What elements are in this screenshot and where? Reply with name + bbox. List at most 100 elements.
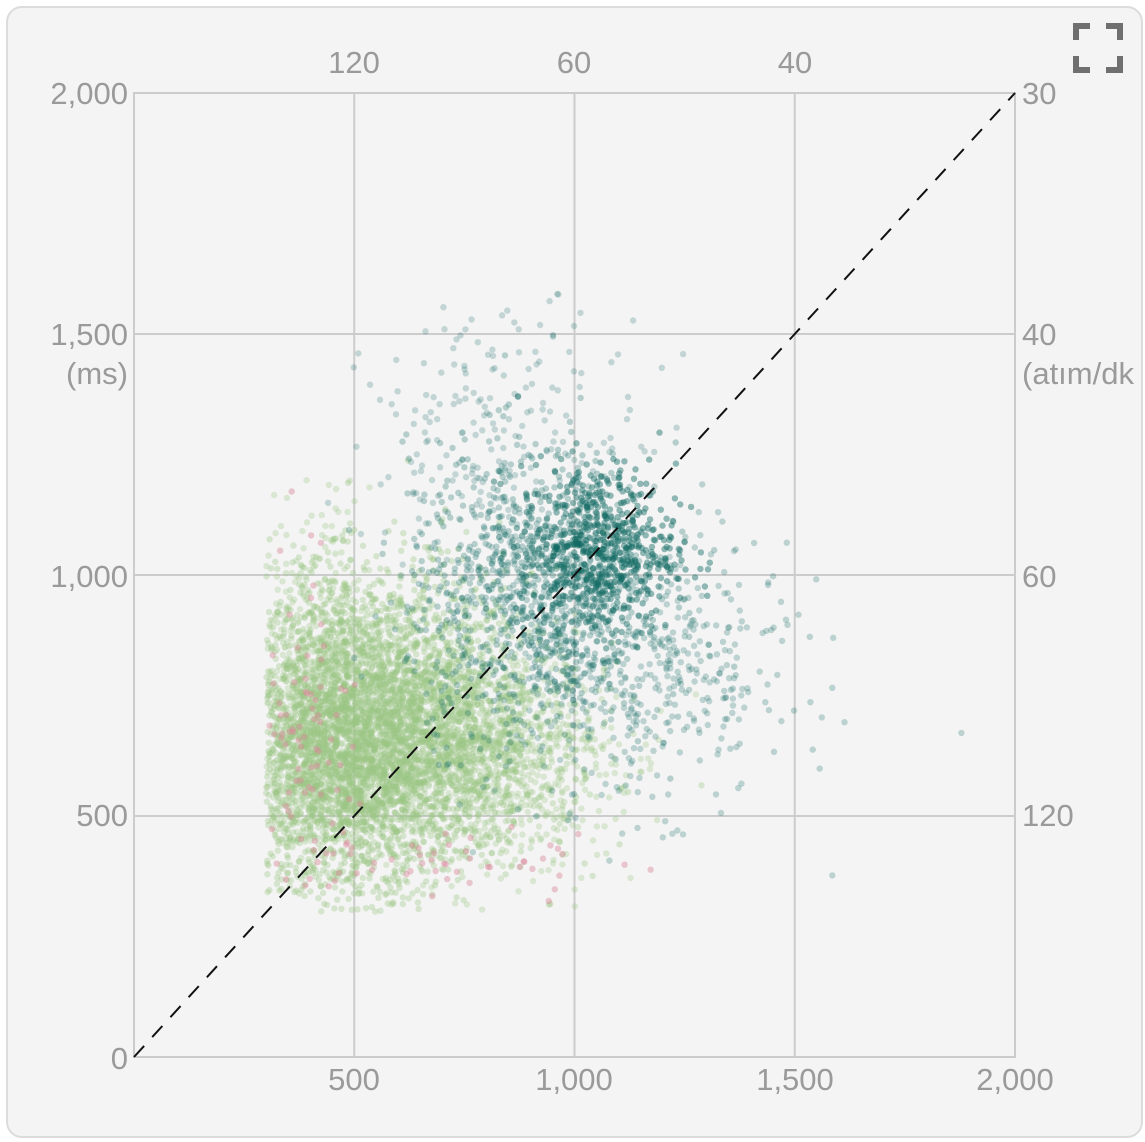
data-point bbox=[320, 815, 327, 823]
data-point bbox=[310, 676, 318, 683]
data-point bbox=[471, 724, 478, 732]
data-point bbox=[367, 771, 374, 778]
data-point bbox=[412, 716, 419, 723]
data-point bbox=[462, 681, 469, 688]
data-point bbox=[444, 738, 451, 745]
data-point bbox=[348, 707, 355, 714]
data-point bbox=[316, 748, 323, 756]
data-point bbox=[462, 826, 469, 833]
data-point bbox=[337, 560, 344, 567]
data-point bbox=[416, 739, 424, 746]
data-point bbox=[391, 712, 398, 719]
data-point bbox=[405, 722, 413, 730]
data-point bbox=[552, 683, 560, 691]
data-point bbox=[399, 601, 406, 608]
data-point bbox=[380, 686, 387, 693]
data-point bbox=[446, 695, 453, 702]
data-point bbox=[311, 722, 318, 730]
data-point bbox=[473, 732, 481, 740]
data-point bbox=[512, 746, 519, 753]
data-point bbox=[486, 608, 494, 615]
data-point bbox=[518, 821, 525, 828]
data-point bbox=[484, 818, 492, 826]
data-point bbox=[431, 827, 438, 835]
data-point bbox=[388, 642, 395, 649]
data-point bbox=[484, 674, 492, 681]
data-point bbox=[353, 586, 361, 593]
data-point bbox=[314, 817, 321, 824]
data-point bbox=[444, 835, 451, 843]
data-point bbox=[354, 746, 362, 753]
data-point bbox=[413, 717, 421, 724]
data-point bbox=[398, 721, 405, 728]
data-point bbox=[573, 629, 581, 636]
data-point bbox=[356, 743, 363, 750]
data-point bbox=[340, 679, 348, 686]
data-point bbox=[349, 717, 356, 724]
data-point bbox=[437, 719, 445, 726]
data-point bbox=[359, 680, 366, 687]
data-point bbox=[341, 637, 349, 644]
data-point bbox=[424, 720, 431, 728]
data-point bbox=[384, 620, 391, 627]
data-point bbox=[364, 652, 371, 659]
data-point bbox=[346, 689, 354, 696]
data-point bbox=[384, 678, 392, 685]
data-point bbox=[490, 608, 497, 615]
data-point bbox=[613, 658, 621, 666]
data-point bbox=[311, 798, 318, 805]
data-point bbox=[522, 661, 530, 668]
data-point bbox=[409, 826, 417, 834]
data-point bbox=[398, 798, 405, 805]
data-point bbox=[311, 749, 319, 757]
data-point bbox=[529, 569, 536, 577]
data-point bbox=[407, 640, 414, 647]
data-point bbox=[410, 728, 417, 736]
data-point bbox=[370, 637, 377, 645]
data-point bbox=[391, 618, 398, 626]
data-point bbox=[416, 705, 423, 713]
data-point bbox=[554, 688, 561, 695]
data-point bbox=[507, 714, 514, 721]
data-point bbox=[556, 709, 563, 716]
data-point bbox=[430, 631, 437, 639]
data-point bbox=[369, 690, 376, 697]
data-point bbox=[462, 827, 469, 834]
data-point bbox=[368, 644, 376, 651]
data-point bbox=[396, 734, 403, 741]
data-point bbox=[409, 775, 416, 783]
data-point bbox=[372, 688, 380, 695]
data-point bbox=[304, 684, 311, 692]
data-point bbox=[369, 707, 377, 715]
data-point bbox=[409, 723, 416, 730]
data-point bbox=[368, 825, 376, 833]
data-point bbox=[307, 729, 314, 736]
data-point bbox=[508, 747, 515, 754]
data-point bbox=[339, 888, 346, 895]
data-point bbox=[353, 723, 360, 730]
data-point bbox=[317, 720, 324, 728]
data-point bbox=[368, 673, 375, 681]
data-point bbox=[321, 859, 328, 867]
data-point bbox=[268, 687, 276, 694]
data-point bbox=[372, 720, 379, 728]
data-point bbox=[437, 786, 444, 793]
data-point bbox=[406, 814, 414, 822]
data-point bbox=[358, 658, 365, 665]
data-point bbox=[332, 550, 339, 557]
data-point bbox=[300, 781, 307, 788]
data-point bbox=[412, 783, 419, 791]
data-point bbox=[452, 770, 459, 778]
data-point bbox=[409, 735, 416, 742]
data-point bbox=[264, 689, 272, 696]
data-point bbox=[552, 780, 559, 787]
data-point bbox=[490, 638, 497, 645]
plot-frame bbox=[133, 92, 1016, 1058]
data-point bbox=[394, 654, 401, 661]
data-point bbox=[355, 787, 362, 794]
data-point bbox=[416, 863, 424, 870]
data-point bbox=[384, 713, 392, 721]
data-point bbox=[471, 737, 478, 744]
data-point bbox=[358, 728, 366, 735]
data-point bbox=[487, 648, 494, 655]
